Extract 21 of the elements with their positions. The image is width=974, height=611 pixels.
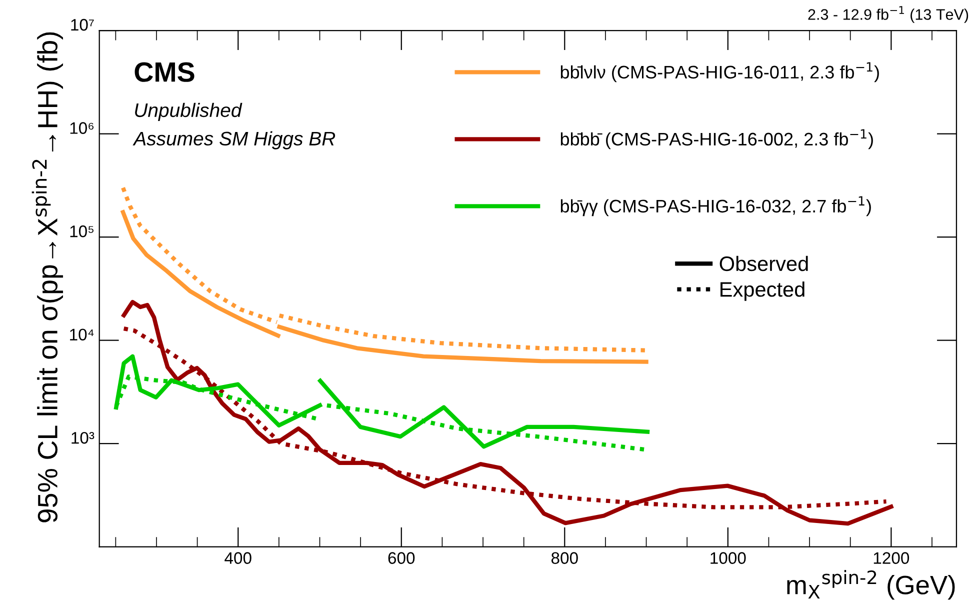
y-tick-label: 10³ (72, 432, 94, 444)
legend-label: bb̄bb̄ (CMS-PAS-HIG-16-002, 2.3 fb$^{−1}$) (560, 129, 873, 150)
x-tick-label: 400 (224, 552, 252, 564)
chart-subtitle: 2.3 - 12.9 fb$^{−1}$ (13 TeV) (808, 6, 968, 23)
annotation: Expected (720, 281, 804, 301)
y-tick-label: 10⁶ (70, 122, 94, 134)
y-tick-label: 10⁷ (71, 18, 94, 31)
annotation: Unpublished (135, 102, 242, 121)
legend-label: bb̄lνlν (CMS-PAS-HIG-16-011, 2.3 fb$^{−1}$) (560, 62, 879, 82)
annotation: Assumes SM Higgs BR (132, 131, 336, 150)
y-tick-label: 10⁴ (70, 328, 94, 340)
x-axis-title: m$_{X}$$^{spin-2}$ (GeV) (787, 570, 955, 600)
x-tick-label: 1200 (874, 552, 910, 564)
x-tick-label: 1000 (710, 552, 746, 564)
y-tick-label: 10⁵ (70, 225, 94, 238)
y-axis-title: 95% CL limit on σ(pp→X$^{spin-2}$→HH) (fb) (32, 32, 64, 522)
text: CMS (134, 62, 194, 82)
legend-label: bb̄γγ (CMS-PAS-HIG-16-032, 2.7 fb$^{−1}$) (560, 196, 871, 216)
x-tick-label: 800 (551, 552, 578, 564)
annotation: Observed (720, 256, 808, 272)
x-tick-label: 600 (388, 552, 415, 564)
